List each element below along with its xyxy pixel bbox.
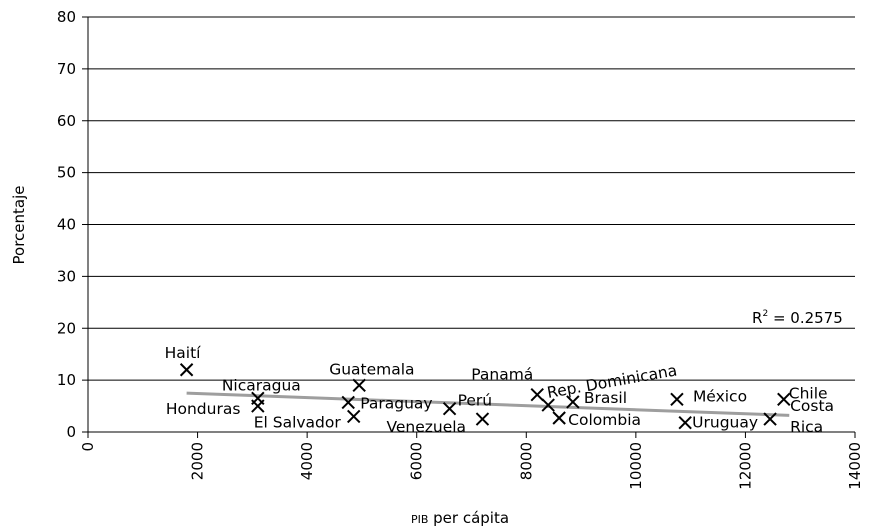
label-honduras: Honduras (166, 400, 241, 418)
x-tick-label-2: 4000 (298, 442, 316, 480)
label-venezuela: Venezuela (386, 418, 466, 436)
point-labels: Haití Nicaragua Honduras Guatemala Paraguay E… (165, 344, 834, 436)
point-marker-b (352, 378, 366, 393)
point-el-salvador (347, 409, 361, 424)
point-venezuela (475, 412, 490, 426)
y-tick-label-3: 30 (57, 267, 76, 285)
label-line-1: Rica (790, 418, 823, 436)
point-marker-b (475, 412, 490, 426)
point-guatemala (352, 378, 366, 393)
x-axis-title-prefix: PIB (411, 513, 428, 526)
point-marker-b (341, 395, 355, 410)
x-axis-title: PIB per cápita (411, 509, 509, 527)
label-uruguay: Uruguay (692, 414, 758, 432)
point-honduras (251, 399, 265, 413)
label-nicaragua: Nicaragua (222, 376, 301, 394)
point-rep-dominicana (541, 398, 555, 412)
label-chile: Chile (789, 384, 828, 402)
x-tick-label-0: 0 (79, 442, 97, 452)
point-marker-b (678, 415, 692, 430)
y-axis-title: Porcentaje (10, 186, 28, 265)
label-brasil: Brasil (584, 389, 627, 407)
point-marker-b (442, 401, 457, 416)
label-colombia: Colombia (568, 411, 641, 429)
label-paraguay: Paraguay (360, 394, 432, 412)
label-peru: Perú (458, 392, 493, 410)
point-haiti (179, 363, 194, 377)
y-tick-label-1: 10 (57, 371, 76, 389)
label-el-salvador: El Salvador (254, 413, 342, 431)
point-marker-b (763, 412, 777, 426)
y-tick-label-8: 80 (57, 8, 76, 26)
point-chile (777, 392, 791, 407)
point-marker-b (566, 395, 580, 409)
point-marker-b (777, 392, 791, 407)
x-axis-title-rest: per cápita (428, 509, 509, 527)
point-marker-b (179, 363, 194, 377)
point-marker-b (251, 399, 265, 413)
r-squared-value: = 0.2575 (768, 309, 843, 327)
gridlines (88, 16, 855, 381)
label-mexico: México (693, 387, 747, 405)
x-tick-label-7: 14000 (846, 442, 864, 490)
point-marker-b (541, 398, 555, 412)
y-tick-label-6: 60 (57, 112, 76, 130)
x-tick-label-4: 8000 (517, 442, 535, 480)
label-costa-rica: Costa Rica (790, 397, 834, 436)
point-peru (442, 401, 457, 416)
x-tick-label-1: 2000 (189, 442, 207, 480)
r-squared-annotation: R2 = 0.2575 (752, 309, 843, 327)
trendline-group (186, 391, 790, 417)
point-panama (530, 387, 544, 402)
x-tick-label-3: 6000 (408, 442, 426, 480)
y-tick-label-4: 40 (57, 216, 76, 234)
point-marker-b (347, 409, 361, 424)
point-costa-rica (763, 412, 777, 426)
r-squared-superscript: 2 (762, 309, 768, 319)
point-colombia (552, 411, 566, 425)
x-tick-label-6: 12000 (736, 442, 754, 490)
point-mexico (670, 392, 684, 407)
point-marker-b (530, 387, 544, 402)
y-tick-label-7: 70 (57, 60, 76, 78)
x-tick-label-5: 10000 (627, 442, 645, 490)
axes: 0 10 20 30 40 50 60 70 80 0 2000 4000 6000 8000 10000 1… (57, 8, 864, 490)
label-haiti: Haití (165, 344, 202, 362)
point-brasil (566, 395, 580, 409)
r-squared-prefix: R (752, 309, 762, 327)
point-marker-b (670, 392, 684, 407)
label-panama: Panamá (471, 366, 533, 384)
point-marker-b (552, 411, 566, 425)
label-guatemala: Guatemala (329, 360, 414, 378)
label-line-0: Costa (790, 397, 834, 415)
y-tick-label-2: 20 (57, 319, 76, 337)
y-tick-label-0: 0 (66, 423, 76, 441)
data-points (179, 363, 791, 430)
point-paraguay (341, 395, 355, 410)
point-uruguay (678, 415, 692, 430)
y-tick-label-5: 50 (57, 164, 76, 182)
trendline (186, 391, 790, 417)
